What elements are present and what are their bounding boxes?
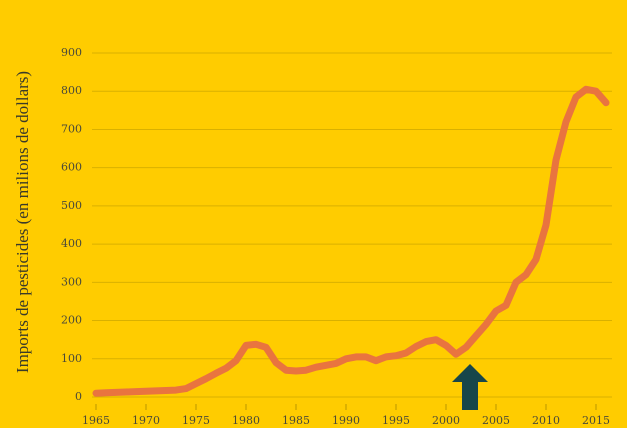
x-tick-label: 1995: [382, 414, 410, 427]
x-tick-label: 1985: [282, 414, 310, 427]
y-tick-label: 500: [61, 199, 82, 212]
y-axis-label: Imports de pesticides (en milions de dol…: [13, 71, 32, 373]
x-tick-label: 2015: [582, 414, 610, 427]
x-tick-label: 1965: [82, 414, 110, 427]
x-tick-label: 1990: [332, 414, 360, 427]
y-tick-label: 200: [61, 314, 82, 327]
y-tick-label: 600: [61, 161, 82, 174]
y-tick-label: 100: [61, 352, 82, 365]
y-tick-label: 0: [75, 390, 82, 403]
x-tick-label: 2010: [532, 414, 560, 427]
x-tick-label: 1975: [182, 414, 210, 427]
y-tick-label: 800: [61, 84, 82, 97]
line: [92, 85, 610, 397]
x-tick-label: 2000: [432, 414, 460, 427]
x-tick-label: 1980: [232, 414, 260, 427]
x-tick-label: 2005: [482, 414, 510, 427]
arrow: [452, 364, 488, 410]
y-tick-label: 400: [61, 237, 82, 250]
y-tick-label: 700: [61, 122, 82, 135]
y-tick-label: 900: [61, 46, 82, 59]
y-tick-label: 300: [61, 275, 82, 288]
x-tick-label: 1970: [132, 414, 160, 427]
